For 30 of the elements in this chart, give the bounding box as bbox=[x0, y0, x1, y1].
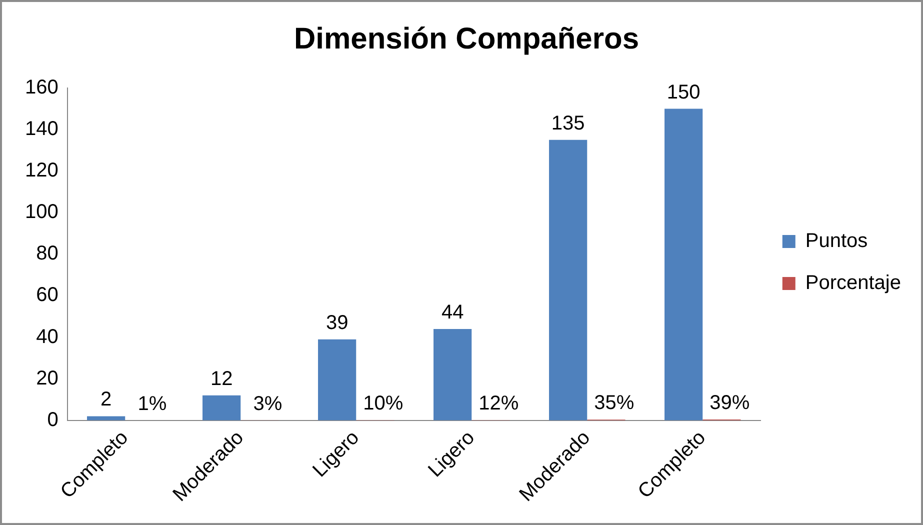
y-tick-label: 120 bbox=[24, 160, 58, 182]
data-label: 10% bbox=[363, 392, 404, 415]
data-label: 1% bbox=[138, 392, 167, 415]
chart-title: Dimensión Compañeros bbox=[294, 22, 640, 56]
data-label: 2 bbox=[100, 388, 112, 411]
y-tick-label: 80 bbox=[36, 242, 58, 265]
y-tick-label: 0 bbox=[47, 408, 58, 431]
data-label: 3% bbox=[253, 392, 282, 415]
bar bbox=[434, 328, 472, 420]
data-label: 135 bbox=[551, 112, 585, 134]
legend-label: Porcentaje bbox=[805, 272, 902, 294]
y-tick-label: 40 bbox=[36, 326, 58, 348]
data-label: 39% bbox=[710, 392, 750, 414]
data-label: 150 bbox=[666, 81, 700, 104]
bar bbox=[202, 395, 241, 420]
data-label: 44 bbox=[441, 301, 464, 324]
bar bbox=[318, 339, 356, 420]
data-label: 39 bbox=[326, 312, 348, 334]
data-label: 12% bbox=[478, 392, 519, 415]
y-tick-label: 60 bbox=[36, 284, 58, 306]
y-tick-label: 140 bbox=[24, 118, 58, 140]
bar bbox=[87, 416, 126, 420]
y-tick-label: 100 bbox=[24, 201, 58, 224]
data-label: 12 bbox=[210, 368, 233, 390]
legend-label: Puntos bbox=[805, 230, 868, 252]
bar bbox=[549, 140, 588, 420]
data-label: 35% bbox=[594, 392, 634, 414]
y-tick-label: 160 bbox=[24, 76, 58, 99]
bar bbox=[664, 108, 703, 420]
y-tick-label: 20 bbox=[36, 367, 58, 390]
